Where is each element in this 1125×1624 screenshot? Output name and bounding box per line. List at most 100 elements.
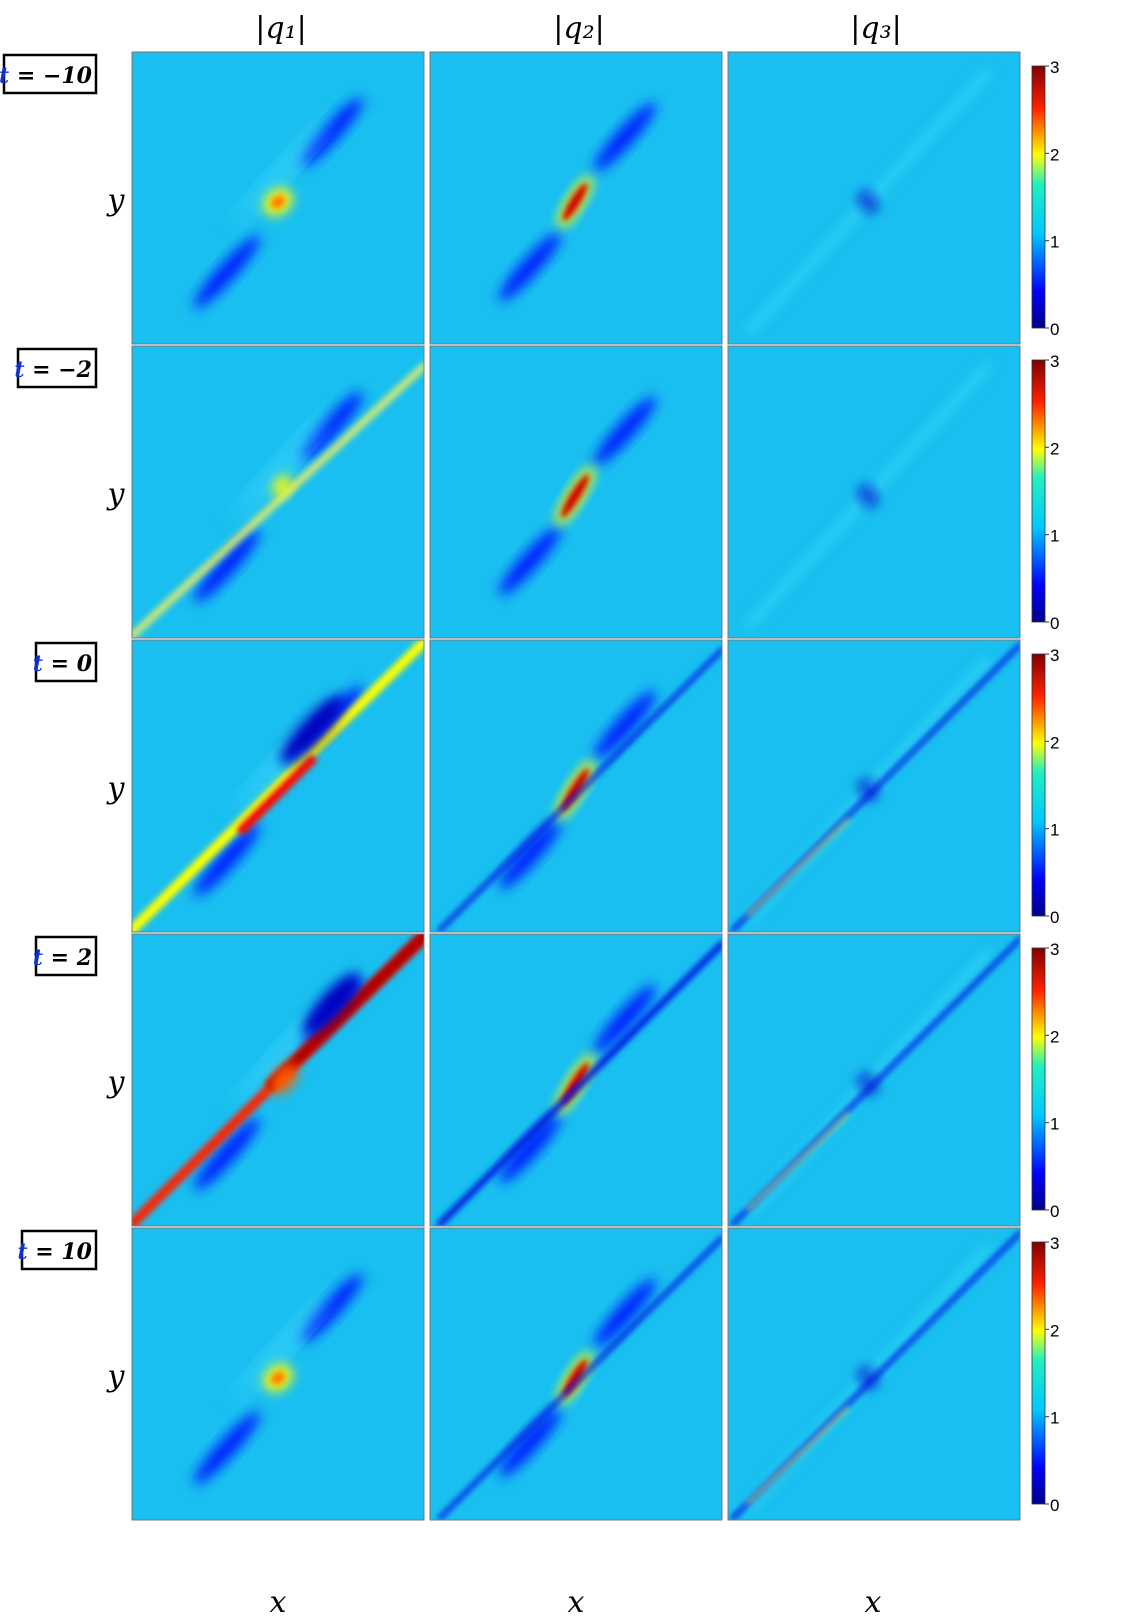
density-panel-q3 <box>727 1227 1021 1521</box>
x-axis-label-col2: x <box>568 1585 585 1620</box>
time-label-box <box>20 1229 98 1271</box>
density-panel-q1 <box>131 933 425 1227</box>
panel-frame <box>429 345 723 639</box>
field-blob <box>594 1279 656 1347</box>
colorbar-tick-label: 0 <box>1050 614 1059 633</box>
panel-frame <box>429 639 723 933</box>
field-blob <box>301 392 363 460</box>
panel-field <box>438 648 722 932</box>
panel-field <box>499 103 656 301</box>
colorbar-tick-label: 1 <box>1050 1409 1059 1428</box>
panel-field <box>132 362 424 638</box>
soliton-line <box>746 1406 850 1505</box>
density-panel-q1 <box>131 51 425 345</box>
panel-row: t = 2 y 0 1 2 3 <box>33 933 1059 1227</box>
colorbar: 0 1 2 3 <box>1031 58 1059 339</box>
colorbar-tick-label: 0 <box>1050 1496 1059 1515</box>
field-blob <box>499 233 561 301</box>
panel-field <box>731 937 1020 1226</box>
field-blob <box>499 1115 561 1183</box>
time-label-text: t = −2 <box>14 357 92 383</box>
density-panel-q3 <box>727 933 1021 1227</box>
colorbar: 0 1 2 3 <box>1031 1234 1059 1515</box>
field-blob <box>560 474 590 518</box>
colorbar-tick-label: 3 <box>1050 1234 1059 1253</box>
panel-field <box>438 1236 722 1520</box>
colorbar-gradient <box>1031 653 1046 917</box>
field-blob <box>301 1274 363 1342</box>
y-axis-label: y <box>106 1065 126 1100</box>
panel-frame <box>429 1227 723 1521</box>
panel-frame <box>727 933 1021 1227</box>
colorbar-tick-label: 2 <box>1050 145 1059 164</box>
colorbar-tick-label: 0 <box>1050 1202 1059 1221</box>
panel-frame <box>727 345 1021 639</box>
colorbar: 0 1 2 3 <box>1031 940 1059 1221</box>
time-symbol: t <box>17 1239 27 1265</box>
time-symbol: t <box>14 357 24 383</box>
panel-frame <box>429 933 723 1227</box>
panel-field <box>437 941 722 1226</box>
colorbar-tick-label: 3 <box>1050 646 1059 665</box>
colorbar: 0 1 2 3 <box>1031 646 1059 927</box>
soliton-line <box>266 934 424 1090</box>
field-blob <box>270 1063 298 1095</box>
panel-frame <box>727 51 1021 345</box>
y-axis-label: y <box>106 1359 126 1394</box>
field-blob <box>301 98 363 166</box>
colorbar-tick-label: 0 <box>1050 320 1059 339</box>
time-label-text: t = 10 <box>17 1239 92 1265</box>
panel-field <box>745 363 991 629</box>
panel-field <box>499 397 656 595</box>
colorbar-tick-label: 3 <box>1050 352 1059 371</box>
time-value: = 0 <box>43 651 93 677</box>
panel-frame <box>131 51 425 345</box>
field-blob <box>499 527 561 595</box>
field-blob <box>594 691 656 759</box>
colorbar-tick-label: 3 <box>1050 58 1059 77</box>
time-value: = 10 <box>28 1239 93 1265</box>
density-panel-q3 <box>727 345 1021 639</box>
time-symbol: t <box>33 651 43 677</box>
panel-field <box>132 934 424 1226</box>
panel-frame <box>429 51 723 345</box>
field-blob <box>270 195 286 209</box>
density-panel-q2 <box>429 345 723 639</box>
soliton-line <box>437 941 722 1226</box>
time-label: t = 10 <box>17 1229 98 1271</box>
field-blob <box>194 823 260 897</box>
density-panel-q3 <box>727 51 1021 345</box>
field-blob <box>280 695 344 765</box>
colorbar-tick-label: 2 <box>1050 439 1059 458</box>
time-value: = 2 <box>43 945 92 971</box>
y-axis-label: y <box>106 183 126 218</box>
density-panel-q2 <box>429 933 723 1227</box>
x-axis-label-col3: x <box>865 1585 882 1620</box>
y-axis-label: y <box>106 477 126 512</box>
time-label-box <box>34 641 98 683</box>
field-blob <box>499 1409 561 1477</box>
time-label-box <box>16 347 98 389</box>
density-panel-q1 <box>131 345 425 639</box>
soliton-line <box>132 640 424 932</box>
time-value: = −10 <box>9 63 92 89</box>
panel-row: t = 0 y 0 1 2 3 <box>33 639 1059 933</box>
colorbar-tick-label: 2 <box>1050 1321 1059 1340</box>
field-blob <box>194 529 260 603</box>
density-panel-q2 <box>429 639 723 933</box>
soliton-line <box>745 363 991 629</box>
panel-field <box>731 1231 1020 1520</box>
field-blob <box>594 985 656 1053</box>
field-blob <box>234 413 330 519</box>
time-label: t = −2 <box>14 347 98 389</box>
time-symbol: t <box>0 63 9 89</box>
time-symbol: t <box>33 945 43 971</box>
panel-row: t = −10 y 0 1 2 3 <box>0 51 1059 345</box>
panel-field <box>194 98 363 309</box>
panel-frame <box>131 639 425 933</box>
density-panel-q2 <box>429 51 723 345</box>
panel-field <box>132 640 424 932</box>
colorbar-gradient <box>1031 1241 1046 1505</box>
time-value: = −2 <box>25 357 93 383</box>
colorbar-tick-label: 1 <box>1050 233 1059 252</box>
